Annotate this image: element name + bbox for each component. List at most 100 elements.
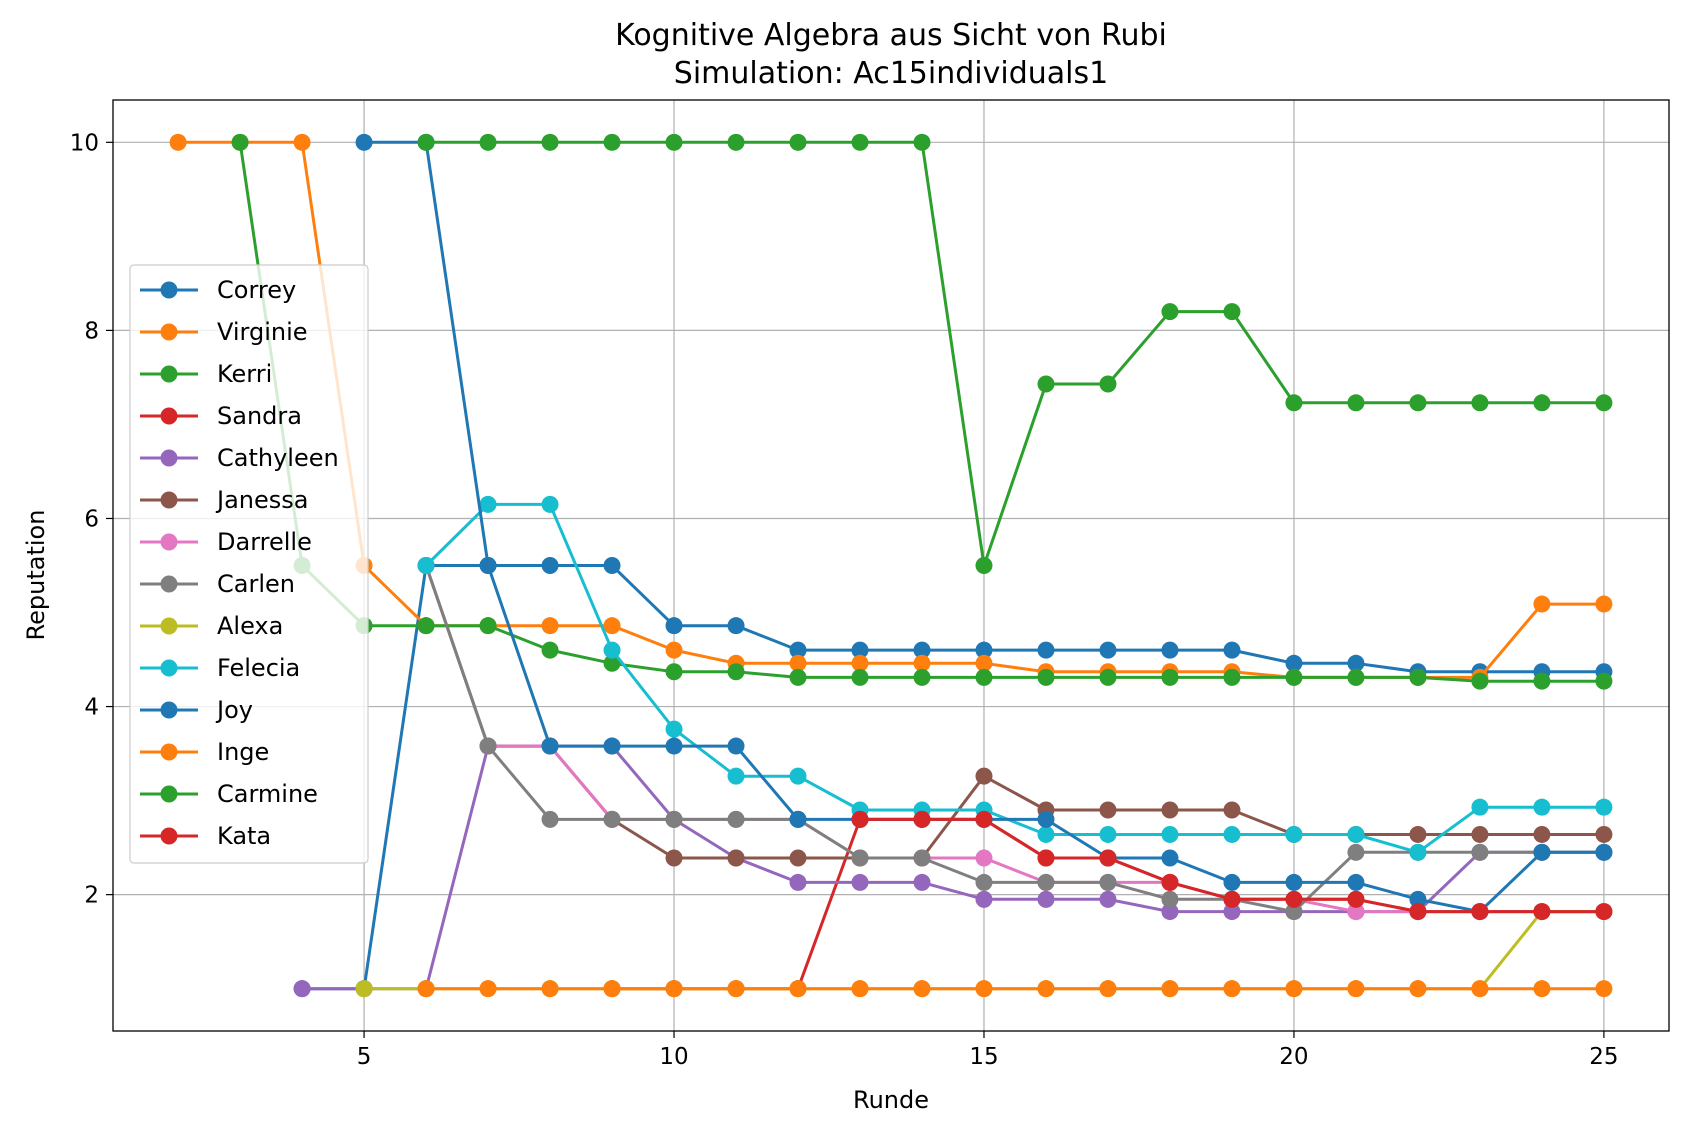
y-tick-label: 8 — [84, 318, 99, 344]
data-point-virginie — [1533, 595, 1551, 613]
data-point-virginie — [913, 654, 931, 672]
data-point-kerri — [1285, 668, 1303, 686]
data-point-joy — [789, 810, 807, 828]
legend-label: Felecia — [217, 654, 300, 682]
data-point-inge — [665, 980, 683, 998]
x-tick-label: 25 — [1589, 1044, 1618, 1070]
data-point-joy — [603, 737, 621, 755]
legend-label: Alexa — [217, 612, 283, 640]
data-point-carmine — [1285, 394, 1303, 412]
y-tick-label: 4 — [84, 695, 99, 721]
series-kata — [851, 810, 1613, 921]
data-point-inge — [1595, 980, 1613, 998]
legend-marker — [160, 827, 178, 845]
data-point-correy — [1223, 641, 1241, 659]
series-line-janessa — [424, 565, 1604, 860]
legend-marker — [160, 785, 178, 803]
data-point-carmine — [603, 133, 621, 151]
data-point-kerri — [913, 668, 931, 686]
data-point-cathyleen — [1161, 903, 1179, 921]
legend-item-carmine: Carmine — [140, 780, 318, 808]
data-point-correy — [1037, 641, 1055, 659]
data-point-correy — [1285, 654, 1303, 672]
data-point-felecia — [1285, 825, 1303, 843]
data-point-janessa — [1471, 825, 1489, 843]
data-point-felecia — [541, 495, 559, 513]
data-point-kerri — [789, 668, 807, 686]
data-point-joy — [1533, 843, 1551, 861]
data-point-kerri — [1161, 668, 1179, 686]
data-point-correy — [913, 641, 931, 659]
data-point-carlen — [665, 810, 683, 828]
data-point-felecia — [1533, 798, 1551, 816]
data-point-carlen — [479, 737, 497, 755]
legend-item-correy: Correy — [140, 276, 296, 304]
data-point-carmine — [417, 133, 435, 151]
legend-label: Sandra — [217, 402, 302, 430]
data-point-carlen — [727, 810, 745, 828]
legend-marker — [160, 701, 178, 719]
data-point-inge — [1471, 980, 1489, 998]
data-point-janessa — [1409, 825, 1427, 843]
data-point-janessa — [1161, 801, 1179, 819]
data-point-kerri — [665, 663, 683, 681]
legend-item-sandra: Sandra — [140, 402, 302, 430]
legend-label: Joy — [215, 696, 253, 724]
data-point-carlen — [1099, 873, 1117, 891]
data-point-kata — [1533, 903, 1551, 921]
plot-area-frame — [112, 99, 1670, 1032]
data-point-joy — [1223, 873, 1241, 891]
data-point-joy — [1161, 849, 1179, 867]
x-axis-label: Runde — [853, 1086, 929, 1114]
data-point-joy — [1285, 873, 1303, 891]
data-point-cathyleen — [1099, 890, 1117, 908]
y-tick-label: 10 — [70, 130, 99, 156]
legend-item-inge: Inge — [140, 738, 269, 766]
legend-item-kerri: Kerri — [140, 360, 272, 388]
data-point-inge — [603, 980, 621, 998]
data-point-felecia — [479, 495, 497, 513]
x-tick-label: 15 — [969, 1044, 998, 1070]
data-point-cathyleen — [789, 873, 807, 891]
data-point-carmine — [1037, 375, 1055, 393]
data-point-joy — [1347, 873, 1365, 891]
data-point-carmine — [1409, 394, 1427, 412]
data-point-inge — [1285, 980, 1303, 998]
data-point-inge — [975, 980, 993, 998]
legend-marker — [160, 323, 178, 341]
legend-marker — [160, 407, 178, 425]
data-point-cathyleen — [851, 873, 869, 891]
data-point-kata — [1099, 849, 1117, 867]
data-point-carmine — [975, 557, 993, 574]
data-point-darrelle — [1347, 903, 1365, 921]
data-point-carmine — [1595, 394, 1613, 412]
data-point-carlen — [1285, 903, 1303, 921]
data-point-inge — [789, 980, 807, 998]
data-point-carmine — [789, 133, 807, 151]
data-point-carlen — [975, 873, 993, 891]
data-point-kerri — [851, 668, 869, 686]
data-point-joy — [665, 737, 683, 755]
data-point-kerri — [541, 641, 559, 659]
data-point-kata — [1285, 890, 1303, 908]
data-point-virginie — [665, 641, 683, 659]
legend-label: Carlen — [217, 570, 295, 598]
axis-ticks: 5 10 15 20 25 2 4 6 8 10 — [70, 130, 1619, 1070]
legend-label: Cathyleen — [217, 444, 339, 472]
chart-title: Kognitive Algebra aus Sicht von Rubi — [615, 18, 1167, 53]
data-point-inge — [1037, 980, 1055, 998]
y-axis-label: Reputation — [22, 510, 50, 641]
data-point-carmine — [665, 133, 683, 151]
legend-item-alexa: Alexa — [140, 612, 283, 640]
legend-label: Janessa — [215, 486, 308, 514]
data-point-kata — [1161, 873, 1179, 891]
data-point-inge — [1099, 980, 1117, 998]
data-point-kata — [913, 810, 931, 828]
data-point-felecia — [789, 767, 807, 785]
legend-item-kata: Kata — [140, 822, 271, 850]
data-point-carmine — [1099, 375, 1117, 393]
data-point-virginie — [851, 654, 869, 672]
legend-marker — [160, 449, 178, 467]
data-point-kerri — [1099, 668, 1117, 686]
